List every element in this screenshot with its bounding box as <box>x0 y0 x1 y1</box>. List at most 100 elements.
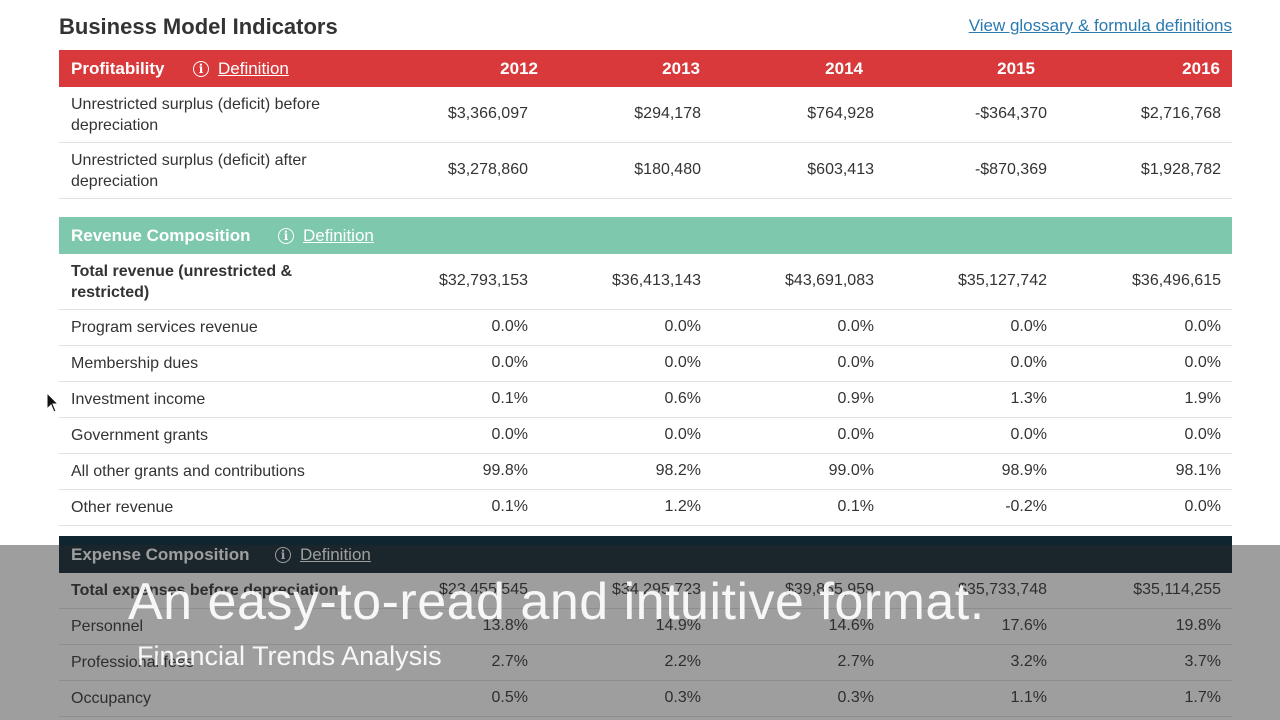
table-cell: 0.0% <box>1010 354 1047 371</box>
table-cell: 2.2% <box>664 653 701 670</box>
mouse-cursor-icon <box>46 392 60 413</box>
row-label: Unrestricted surplus (deficit) after depr… <box>71 150 307 192</box>
table-cell: 14.9% <box>655 617 701 634</box>
table-cell: 98.9% <box>1001 462 1047 479</box>
table-cell: 0.5% <box>491 689 528 706</box>
row-label: Personnel <box>71 616 143 637</box>
row-label: All other grants and contributions <box>71 461 305 482</box>
table-cell: 0.0% <box>1010 426 1047 443</box>
table-row: Membership dues 0.0% 0.0% 0.0% 0.0% 0.0% <box>59 346 1232 382</box>
row-label-line: restricted) <box>71 283 150 301</box>
year-header: 2014 <box>825 58 863 78</box>
table-cell: -0.2% <box>1005 498 1047 515</box>
table-cell: 0.3% <box>837 689 874 706</box>
table-cell: $39,865,959 <box>785 581 874 598</box>
table-cell: -$870,369 <box>974 161 1047 178</box>
row-label: Total revenue (unrestricted & restricted) <box>71 261 292 303</box>
row-label: Total expenses before depreciation <box>71 580 338 601</box>
definition-link[interactable]: Definition <box>218 58 289 78</box>
row-label-line: Total expenses before depreciation <box>71 582 339 599</box>
caption-subtitle: Financial Trends Analysis <box>137 641 442 671</box>
table-cell: 0.0% <box>491 426 528 443</box>
row-label-line: Professional fees <box>71 654 194 671</box>
table-cell: 0.1% <box>491 390 528 407</box>
table-cell: $35,733,748 <box>958 581 1047 598</box>
table-cell: $1,928,782 <box>1140 161 1221 178</box>
row-label: Government grants <box>71 425 208 446</box>
table-cell: $36,413,143 <box>612 272 701 289</box>
table-cell: $603,413 <box>807 161 874 178</box>
table-cell: 0.0% <box>1184 498 1221 515</box>
table-cell: $36,496,615 <box>1132 272 1221 289</box>
year-header: 2016 <box>1182 58 1220 78</box>
row-label-line: depreciation <box>71 116 159 134</box>
table-cell: 3.7% <box>1184 653 1221 670</box>
table-cell: 0.0% <box>664 426 701 443</box>
table-cell: 1.9% <box>1184 390 1221 407</box>
row-label: Unrestricted surplus (deficit) before dep… <box>71 94 320 136</box>
row-label-line: Unrestricted surplus (deficit) before <box>71 95 320 113</box>
year-header: 2013 <box>662 58 700 78</box>
table-row: Government grants 0.0% 0.0% 0.0% 0.0% 0.0% <box>59 418 1232 454</box>
table-row: Unrestricted surplus (deficit) before dep… <box>59 87 1232 143</box>
table-cell: 14.6% <box>828 617 874 634</box>
table-cell: 0.3% <box>664 689 701 706</box>
table-row: All other grants and contributions 99.8% 9… <box>59 454 1232 490</box>
table-cell: $23,455,545 <box>439 581 528 598</box>
row-label: Program services revenue <box>71 317 258 338</box>
row-label-line: Investment income <box>71 391 206 408</box>
row-label-line: Government grants <box>71 427 208 444</box>
definition-link[interactable]: Definition <box>303 225 374 245</box>
table-cell: 2.7% <box>837 653 874 670</box>
table-row: Program services revenue 0.0% 0.0% 0.0% 0.0%… <box>59 310 1232 346</box>
table-cell: $35,114,255 <box>1133 581 1221 598</box>
row-label-line: depreciation <box>71 172 159 190</box>
table-cell: 0.0% <box>837 318 874 335</box>
caption-overlay <box>0 545 1280 720</box>
year-header: 2012 <box>500 58 538 78</box>
revenue-header: Revenue Composition i Definition <box>59 217 1232 254</box>
table-cell: 1.3% <box>1010 390 1047 407</box>
table-row: Investment income 0.1% 0.6% 0.9% 1.3% 1.9% <box>59 382 1232 418</box>
table-cell: 1.2% <box>664 498 701 515</box>
table-cell: 0.0% <box>837 426 874 443</box>
year-header: 2015 <box>997 58 1035 78</box>
table-cell: 0.0% <box>1184 426 1221 443</box>
table-cell: 3.2% <box>1010 653 1047 670</box>
table-cell: 99.0% <box>828 462 874 479</box>
table-row: Unrestricted surplus (deficit) after depr… <box>59 143 1232 199</box>
table-cell: 13.8% <box>482 617 528 634</box>
section-title: Expense Composition <box>71 544 250 564</box>
table-cell: 0.0% <box>1010 318 1047 335</box>
table-cell: 2.7% <box>491 653 528 670</box>
row-label-line: Program services revenue <box>71 319 258 336</box>
table-cell: 0.1% <box>491 498 528 515</box>
table-cell: 98.2% <box>655 462 701 479</box>
table-cell: 0.0% <box>491 354 528 371</box>
table-cell: 0.0% <box>837 354 874 371</box>
page-title: Business Model Indicators <box>59 14 338 39</box>
row-label: Other revenue <box>71 497 173 518</box>
table-cell: 98.1% <box>1175 462 1221 479</box>
table-cell: 1.1% <box>1010 689 1047 706</box>
revenue-section: Revenue Composition i Definition Total r… <box>59 217 1232 526</box>
table-row: Other revenue 0.1% 1.2% 0.1% -0.2% 0.0% <box>59 490 1232 526</box>
row-label-line: Personnel <box>71 618 144 635</box>
info-icon[interactable]: i <box>278 227 294 244</box>
table-cell: $294,178 <box>634 105 701 122</box>
table-cell: 0.0% <box>491 318 528 335</box>
row-label-line: All other grants and contributions <box>71 463 305 480</box>
table-cell: $180,480 <box>634 161 701 178</box>
table-cell: $2,716,768 <box>1140 105 1221 122</box>
table-cell: $32,793,153 <box>439 272 528 289</box>
table-cell: 1.7% <box>1184 689 1221 706</box>
info-icon[interactable]: i <box>275 546 291 563</box>
table-cell: -$364,370 <box>974 105 1047 122</box>
info-icon[interactable]: i <box>193 60 209 77</box>
table-cell: 17.6% <box>1001 617 1047 634</box>
definition-link[interactable]: Definition <box>300 544 371 564</box>
row-label: Investment income <box>71 389 205 410</box>
expense-section: Expense Composition i Definition Total e… <box>59 536 1232 717</box>
table-row: Total revenue (unrestricted & restricted)… <box>59 254 1232 310</box>
glossary-link[interactable]: View glossary & formula definitions <box>968 16 1232 35</box>
